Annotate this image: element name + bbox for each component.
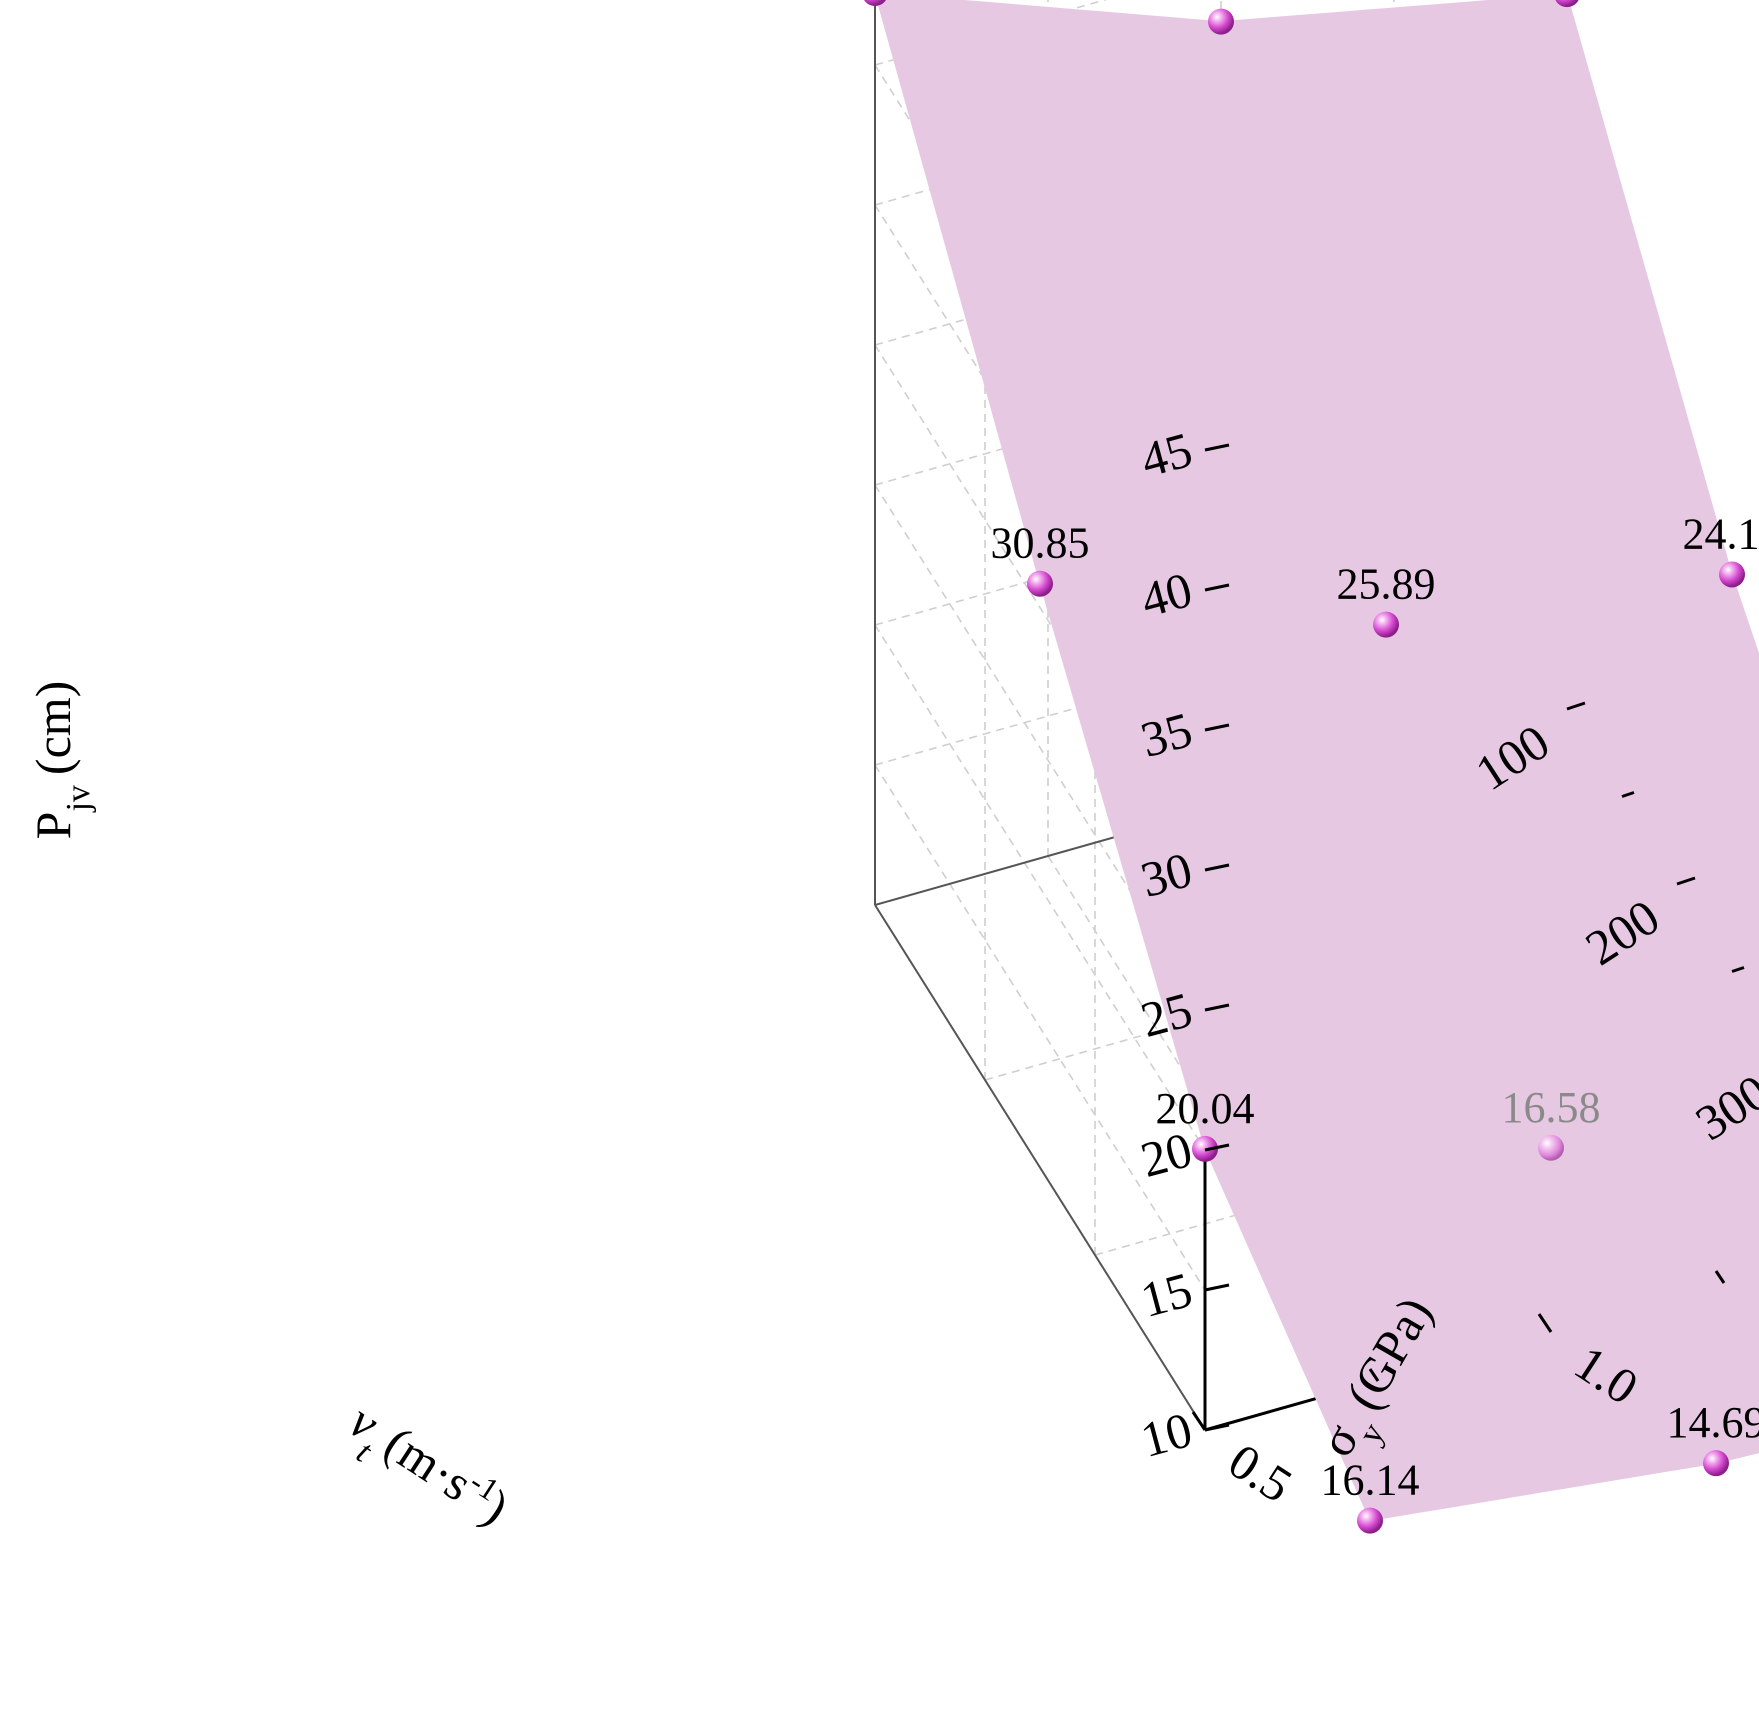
z-tick-mark bbox=[1204, 1143, 1230, 1152]
data-point bbox=[1027, 570, 1053, 597]
y-tick-mark bbox=[1191, 1411, 1207, 1431]
data-label: 16.58 bbox=[1502, 1083, 1601, 1132]
z-tick-mark bbox=[1204, 443, 1230, 452]
surface-patch bbox=[1169, 1027, 1528, 1074]
z-tick-mark bbox=[1204, 1003, 1230, 1012]
data-points bbox=[864, 0, 1745, 1534]
y-tick-mark bbox=[1537, 1313, 1553, 1333]
grid-line bbox=[874, 568, 1568, 766]
data-point bbox=[1373, 611, 1399, 638]
data-label: 16.14 bbox=[1321, 1456, 1420, 1505]
data-labels: 42.5738.0535.5330.8525.8924.1820.0416.58… bbox=[991, 0, 1759, 1505]
grid-line bbox=[874, 764, 1206, 1291]
data-point bbox=[1555, 0, 1579, 8]
data-label: 25.89 bbox=[1337, 560, 1436, 609]
x-minor-tick bbox=[1621, 791, 1635, 798]
grid-line bbox=[984, 883, 1678, 1081]
data-label: 20.04 bbox=[1156, 1084, 1255, 1133]
z-tick-label: 15 bbox=[1135, 1261, 1198, 1328]
grid-line bbox=[874, 288, 1568, 486]
y-minor-tick bbox=[1368, 1368, 1380, 1382]
z-tick-mark bbox=[1204, 863, 1230, 872]
data-point bbox=[864, 0, 886, 7]
x-axis-title: vt(m·s-1) bbox=[332, 1390, 520, 1548]
z-tick-mark bbox=[1204, 723, 1230, 732]
x-minor-tick bbox=[1731, 966, 1745, 973]
data-label: 38.05 bbox=[1172, 0, 1271, 6]
data-point bbox=[1538, 1134, 1564, 1161]
x-tick-mark bbox=[1676, 876, 1696, 886]
data-point bbox=[1208, 8, 1234, 35]
x-tick-mark bbox=[1566, 701, 1586, 711]
grid-line bbox=[874, 484, 1206, 1011]
data-point bbox=[1357, 1507, 1383, 1534]
z-tick-label: 10 bbox=[1135, 1401, 1198, 1468]
data-label: 24.18 bbox=[1683, 509, 1759, 558]
grid-line bbox=[874, 428, 1568, 626]
data-label: 30.85 bbox=[991, 519, 1090, 568]
data-point bbox=[1703, 1450, 1729, 1477]
left-floor-edge bbox=[874, 904, 1206, 1431]
surface-patch bbox=[1680, 1376, 1759, 1419]
z-tick-mark bbox=[1204, 1423, 1230, 1432]
grid-line bbox=[874, 624, 1206, 1151]
data-point bbox=[1719, 561, 1745, 588]
fitted-surface bbox=[876, 0, 1759, 1522]
data-label: 14.69 bbox=[1667, 1398, 1759, 1447]
y-tick-label: 0.5 bbox=[1219, 1432, 1302, 1513]
grid-line bbox=[874, 344, 1206, 871]
z-axis-title: Pjv(cm) bbox=[25, 681, 97, 840]
grid-line bbox=[1094, 1066, 1759, 1256]
surface-patch bbox=[1656, 1325, 1759, 1374]
surface-patch bbox=[1668, 1350, 1759, 1397]
z-tick-mark bbox=[1204, 1283, 1230, 1292]
y-minor-tick bbox=[1714, 1270, 1726, 1284]
z-tick-mark bbox=[1204, 583, 1230, 592]
